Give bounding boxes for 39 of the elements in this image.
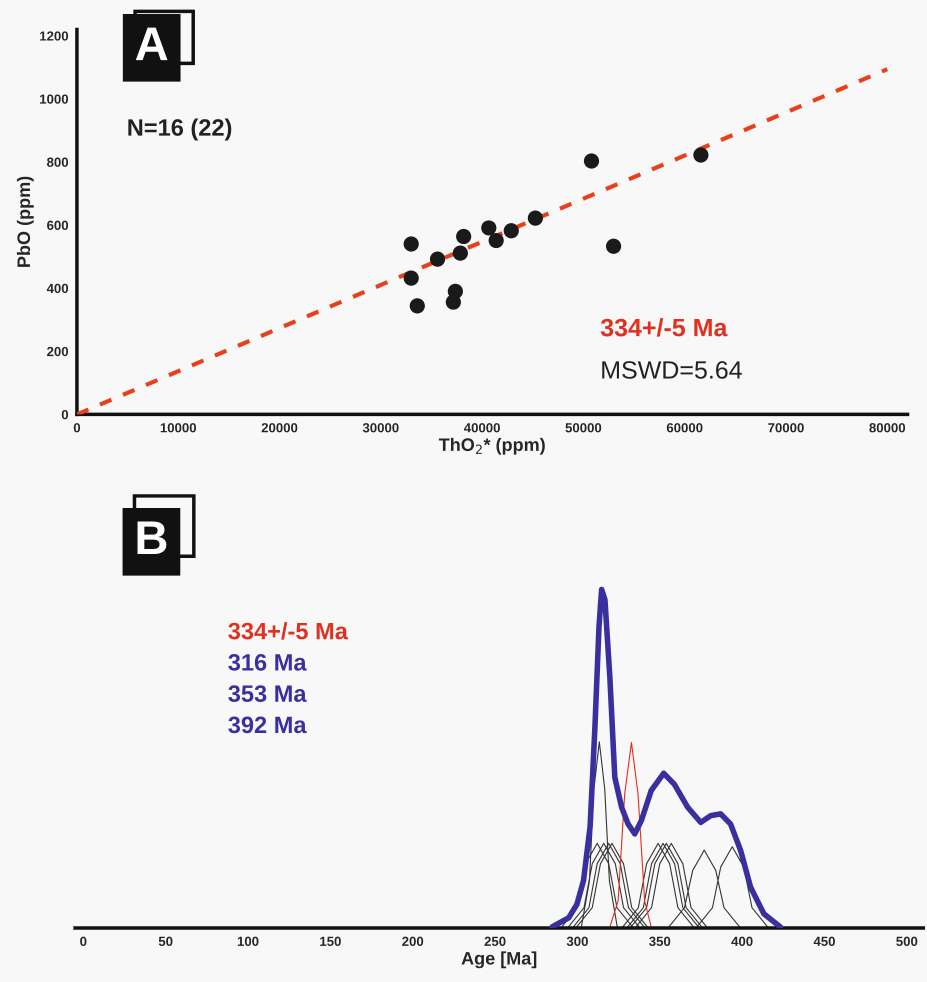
x-tick-label: 0 — [80, 936, 86, 946]
annotation: MSWD=5.64 — [602, 361, 742, 379]
annotation: 316 Ma — [228, 654, 307, 671]
x-tick-label: 150 — [320, 936, 341, 946]
x-tick-label: 10000 — [160, 423, 196, 432]
x-tick-label: 400 — [731, 936, 753, 946]
y-tick-label: 800 — [47, 158, 68, 167]
x-axis-title: ThO$_{2}$* (ppm) — [438, 438, 545, 455]
x-tick-label: 300 — [566, 936, 588, 946]
x-tick-label: 0 — [74, 423, 80, 432]
chart-title: B — [138, 522, 166, 554]
x-tick-label: 80000 — [869, 423, 906, 432]
y-tick-label: 600 — [47, 220, 68, 230]
x-tick-label: 40000 — [464, 423, 500, 432]
annotation: 334+/-5 Ma — [228, 622, 348, 640]
y-tick-label: 200 — [47, 346, 68, 356]
x-tick-label: 50 — [158, 936, 172, 946]
annotation: 353 Ma — [228, 685, 307, 702]
y-tick-label: 1200 — [40, 31, 68, 41]
x-axis-title: Age [Ma] — [462, 951, 536, 968]
y-axis-title: PbO (ppm) — [16, 176, 34, 267]
x-tick-label: 450 — [814, 936, 835, 946]
x-tick-label: 500 — [896, 936, 918, 946]
y-tick-label: 0 — [62, 410, 68, 420]
x-tick-label: 250 — [484, 936, 506, 946]
y-tick-label: 1000 — [40, 94, 68, 104]
x-tick-label: 50000 — [565, 423, 602, 432]
chart-title: A — [136, 28, 168, 60]
x-tick-label: 350 — [649, 936, 670, 946]
x-tick-label: 60000 — [666, 423, 702, 432]
x-tick-label: 70000 — [768, 423, 804, 432]
x-tick-label: 20000 — [262, 423, 298, 432]
x-tick-label: 30000 — [362, 423, 399, 432]
annotation: 334+/-5 Ma — [600, 318, 728, 337]
x-tick-label: 200 — [402, 936, 424, 946]
annotation: N=16 (22) — [128, 118, 232, 141]
y-tick-label: 400 — [46, 284, 68, 294]
annotation: 392 Ma — [228, 716, 307, 734]
x-tick-label: 100 — [238, 936, 258, 946]
